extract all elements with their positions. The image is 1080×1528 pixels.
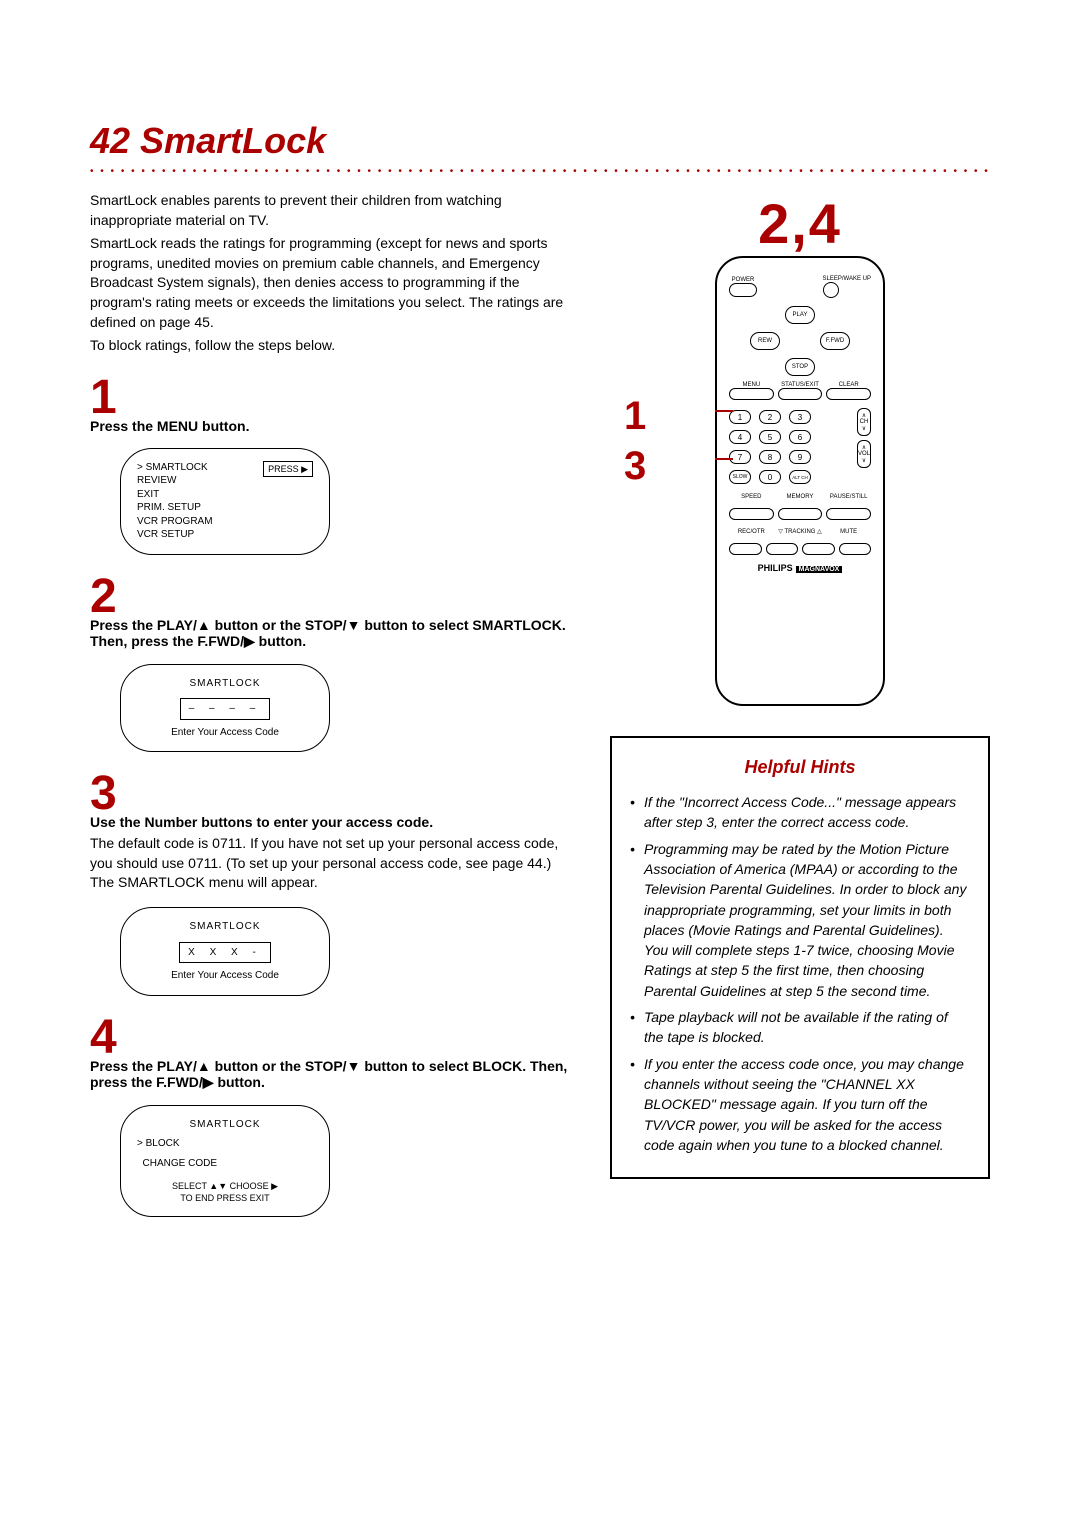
num-button: 0	[759, 470, 781, 484]
num-button: 4	[729, 430, 751, 444]
brand: PHILIPSMAGNAVOX	[729, 563, 871, 573]
osd-item: REVIEW	[137, 474, 213, 488]
number-pad: 1 2 3 4 5 6 7 8 9 SLOW 0	[729, 410, 811, 484]
memory-button	[778, 508, 823, 520]
remote-diagram: POWER SLEEP/WAKE UP PLAY REW F.FWD	[715, 256, 885, 706]
sleep-label: SLEEP/WAKE UP	[823, 276, 871, 282]
mute-label: MUTE	[826, 529, 871, 535]
step-4-hdr: Press the PLAY/▲ button or the STOP/▼ bu…	[90, 1058, 570, 1091]
hints-title: Helpful Hints	[630, 754, 970, 780]
osd-item: VCR SETUP	[137, 528, 213, 542]
osd-item: EXIT	[137, 488, 213, 502]
play-button: PLAY	[785, 306, 815, 324]
tick-icon	[715, 458, 733, 460]
step-3-hdr: Use the Number buttons to enter your acc…	[90, 814, 570, 830]
tick-icon	[715, 410, 733, 412]
trk-up-button	[802, 543, 835, 555]
step-2-hdr: Press the PLAY/▲ button or the STOP/▼ bu…	[90, 617, 570, 650]
memory-label: MEMORY	[778, 494, 823, 500]
osd-smartlock-dashes: SMARTLOCK – – – – Enter Your Access Code	[120, 664, 330, 753]
status-label: STATUS/EXIT	[778, 382, 823, 388]
rew-button: REW	[750, 332, 780, 350]
osd-enter-code: Enter Your Access Code	[137, 969, 313, 983]
rec-button	[729, 543, 762, 555]
status-button	[778, 388, 823, 400]
osd-item: > SMARTLOCK	[137, 461, 213, 475]
page-title: SmartLock	[140, 120, 326, 162]
osd-item: > BLOCK	[137, 1137, 313, 1151]
num-button: 3	[789, 410, 811, 424]
step-4-num: 4	[90, 1014, 570, 1062]
osd-block-menu: SMARTLOCK > BLOCK CHANGE CODE SELECT ▲▼ …	[120, 1105, 330, 1218]
num-button: 5	[759, 430, 781, 444]
osd-footer: TO END PRESS EXIT	[137, 1192, 313, 1204]
rec-label: REC/OTR	[729, 529, 774, 535]
callout-1: 1	[624, 394, 646, 439]
ch-button: ∧CH∨	[857, 408, 871, 436]
tracking-label: ▽ TRACKING △	[778, 528, 823, 535]
step-2-num: 2	[90, 573, 570, 621]
transport-cross: PLAY REW F.FWD STOP	[750, 306, 850, 376]
osd-main-menu: > SMARTLOCK REVIEW EXIT PRIM. SETUP VCR …	[120, 448, 330, 555]
hint-item: If the "Incorrect Access Code..." messag…	[630, 792, 970, 833]
num-button: 8	[759, 450, 781, 464]
osd-title: SMARTLOCK	[137, 677, 313, 691]
clear-button	[826, 388, 871, 400]
osd-press-box: PRESS ▶	[263, 461, 313, 477]
speed-button	[729, 508, 774, 520]
num-button: 1	[729, 410, 751, 424]
intro-p3: To block ratings, follow the steps below…	[90, 336, 570, 356]
intro-p2: SmartLock reads the ratings for programm…	[90, 234, 570, 332]
osd-enter-code: Enter Your Access Code	[137, 726, 313, 740]
speed-label: SPEED	[729, 494, 774, 500]
page-number: 42	[90, 120, 130, 162]
slow-button: SLOW	[729, 470, 751, 484]
power-label: POWER	[729, 277, 757, 283]
pause-button	[826, 508, 871, 520]
callout-24: 2,4	[610, 191, 990, 256]
step-3-num: 3	[90, 770, 570, 818]
intro-p1: SmartLock enables parents to prevent the…	[90, 191, 570, 230]
osd-footer: SELECT ▲▼ CHOOSE ▶	[137, 1180, 313, 1192]
altch-button: ALT CH	[789, 470, 811, 484]
num-button: 2	[759, 410, 781, 424]
osd-smartlock-x: SMARTLOCK X X X - Enter Your Access Code	[120, 907, 330, 996]
osd-item: VCR PROGRAM	[137, 515, 213, 529]
sleep-button	[823, 282, 839, 298]
step-3-body: The default code is 0711. If you have no…	[90, 834, 570, 893]
helpful-hints-box: Helpful Hints If the "Incorrect Access C…	[610, 736, 990, 1179]
hint-item: Programming may be rated by the Motion P…	[630, 839, 970, 1001]
code-box: X X X -	[179, 942, 271, 964]
stop-button: STOP	[785, 358, 815, 376]
hint-item: Tape playback will not be available if t…	[630, 1007, 970, 1048]
hint-item: If you enter the access code once, you m…	[630, 1054, 970, 1155]
menu-button	[729, 388, 774, 400]
callout-3: 3	[624, 444, 646, 489]
num-button: 7	[729, 450, 751, 464]
ffwd-button: F.FWD	[820, 332, 850, 350]
num-button: 9	[789, 450, 811, 464]
mute-button	[839, 543, 872, 555]
trk-dn-button	[766, 543, 799, 555]
code-box: – – – –	[180, 698, 271, 720]
osd-item: PRIM. SETUP	[137, 501, 213, 515]
divider-dots: • • • • • • • • • • • • • • • • • • • • …	[90, 166, 990, 177]
step-1-num: 1	[90, 374, 570, 422]
power-button	[729, 283, 757, 297]
osd-title: SMARTLOCK	[137, 920, 313, 934]
osd-item: CHANGE CODE	[137, 1157, 313, 1171]
step-1-hdr: Press the MENU button.	[90, 418, 570, 434]
num-button: 6	[789, 430, 811, 444]
pause-label: PAUSE/STILL	[826, 494, 871, 500]
vol-button: ∧VOL∨	[857, 440, 871, 468]
osd-title: SMARTLOCK	[137, 1118, 313, 1132]
